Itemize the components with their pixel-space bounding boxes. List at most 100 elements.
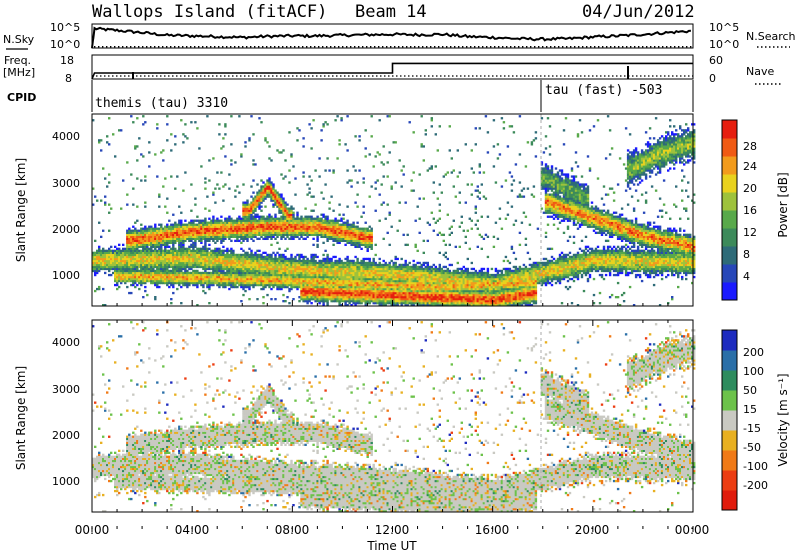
power-cell xyxy=(304,285,307,289)
power-cell xyxy=(284,213,287,216)
power-cell xyxy=(248,285,251,289)
power-cell xyxy=(138,281,141,285)
power-cell xyxy=(344,271,347,275)
power-cell xyxy=(386,296,389,299)
power-cell xyxy=(304,229,307,232)
power-cell xyxy=(114,259,117,263)
power-cell xyxy=(130,233,133,237)
power-cell xyxy=(282,209,285,212)
nsky-tick-bottom: 10^0 xyxy=(50,38,80,51)
power-cell xyxy=(130,239,133,243)
power-cell xyxy=(316,273,319,277)
power-cell xyxy=(362,291,365,295)
power-cell xyxy=(344,283,347,287)
power-cell xyxy=(184,247,187,251)
power-cell xyxy=(166,235,169,239)
power-cell xyxy=(324,296,327,299)
power-cell xyxy=(272,279,275,283)
power-cell xyxy=(368,241,371,245)
power-cell xyxy=(140,259,143,263)
nsearch-dot xyxy=(198,46,200,48)
power-cell xyxy=(286,267,289,271)
power-cell xyxy=(230,235,233,239)
power-cell xyxy=(206,285,209,289)
power-cell xyxy=(366,287,369,291)
power-cell xyxy=(228,215,231,218)
power-cell xyxy=(252,267,255,271)
power-cell xyxy=(184,235,187,239)
nsearch-dot xyxy=(186,46,188,48)
power-cell xyxy=(98,265,101,269)
power-cell xyxy=(206,247,209,251)
power-cell xyxy=(284,271,287,275)
power-cell xyxy=(368,289,371,293)
power-cell xyxy=(124,277,127,281)
power-cell xyxy=(272,277,275,281)
power-cell xyxy=(120,257,123,261)
power-cell xyxy=(334,273,337,277)
power-cell xyxy=(376,271,379,275)
power-cell xyxy=(326,296,329,299)
power-cell xyxy=(260,259,263,263)
power-cell xyxy=(188,265,191,269)
power-cell xyxy=(244,253,247,257)
power-cell xyxy=(378,273,381,277)
power-cell xyxy=(176,237,179,241)
power-cell xyxy=(288,269,291,273)
power-cell xyxy=(294,225,297,228)
power-cell xyxy=(204,223,207,226)
power-cell xyxy=(162,263,165,267)
power-cell xyxy=(384,263,387,267)
power-cell xyxy=(118,243,121,247)
power-cell xyxy=(298,267,301,271)
power-cell xyxy=(236,217,239,220)
power-cell xyxy=(104,249,107,253)
power-cell xyxy=(398,296,401,299)
power-cell xyxy=(254,163,257,166)
power-cell xyxy=(362,277,365,281)
power-cell xyxy=(250,257,253,261)
power-cell xyxy=(334,227,337,230)
power-cell xyxy=(210,267,213,271)
power-cell xyxy=(168,273,171,277)
power-cell xyxy=(366,257,369,261)
power-cell xyxy=(248,259,251,263)
power-cell xyxy=(274,215,277,218)
power-cell xyxy=(166,277,169,281)
power-cell xyxy=(244,219,247,222)
power-cell xyxy=(276,275,279,279)
power-cell xyxy=(282,225,285,228)
power-cell xyxy=(336,285,339,289)
power-cell xyxy=(180,241,183,245)
power-cell xyxy=(152,275,155,279)
power-cell xyxy=(140,249,143,253)
power-cell xyxy=(364,129,367,132)
power-cell xyxy=(122,251,125,255)
power-cell xyxy=(128,235,131,239)
power-cell xyxy=(168,271,171,275)
power-cell xyxy=(342,237,345,241)
power-cell xyxy=(180,225,183,228)
power-cell xyxy=(246,231,249,235)
power-cell xyxy=(310,279,313,283)
power-cell xyxy=(370,269,373,273)
power-cell xyxy=(288,169,291,172)
power-cell xyxy=(230,143,233,146)
power-cell xyxy=(394,291,397,295)
power-cell xyxy=(256,277,259,281)
power-cell xyxy=(296,269,299,273)
nsearch-dot xyxy=(202,46,204,48)
power-cell xyxy=(256,267,259,271)
power-cell xyxy=(198,261,201,265)
power-cell xyxy=(398,265,401,269)
power-cell xyxy=(322,265,325,269)
power-cell xyxy=(204,261,207,265)
power-cell xyxy=(184,271,187,275)
power-cell xyxy=(286,231,289,235)
nsearch-dot xyxy=(274,46,276,48)
power-cell xyxy=(330,259,333,263)
power-cell xyxy=(294,255,297,259)
power-cell xyxy=(212,235,215,239)
power-cell xyxy=(346,239,349,243)
power-cell xyxy=(122,277,125,281)
